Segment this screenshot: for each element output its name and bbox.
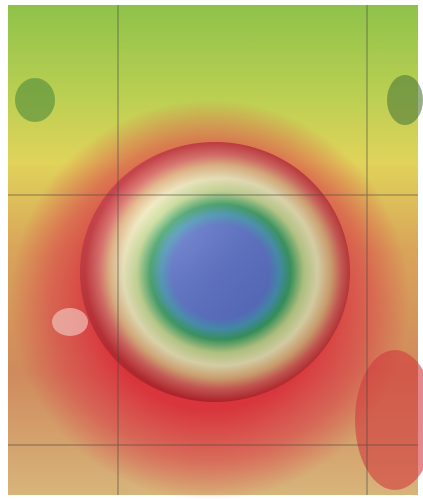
red-patch xyxy=(355,350,423,490)
small-crater xyxy=(52,308,88,336)
crater-shading xyxy=(80,142,350,402)
small-crater xyxy=(387,75,423,125)
grid xyxy=(8,5,418,495)
small-crater xyxy=(15,78,55,122)
